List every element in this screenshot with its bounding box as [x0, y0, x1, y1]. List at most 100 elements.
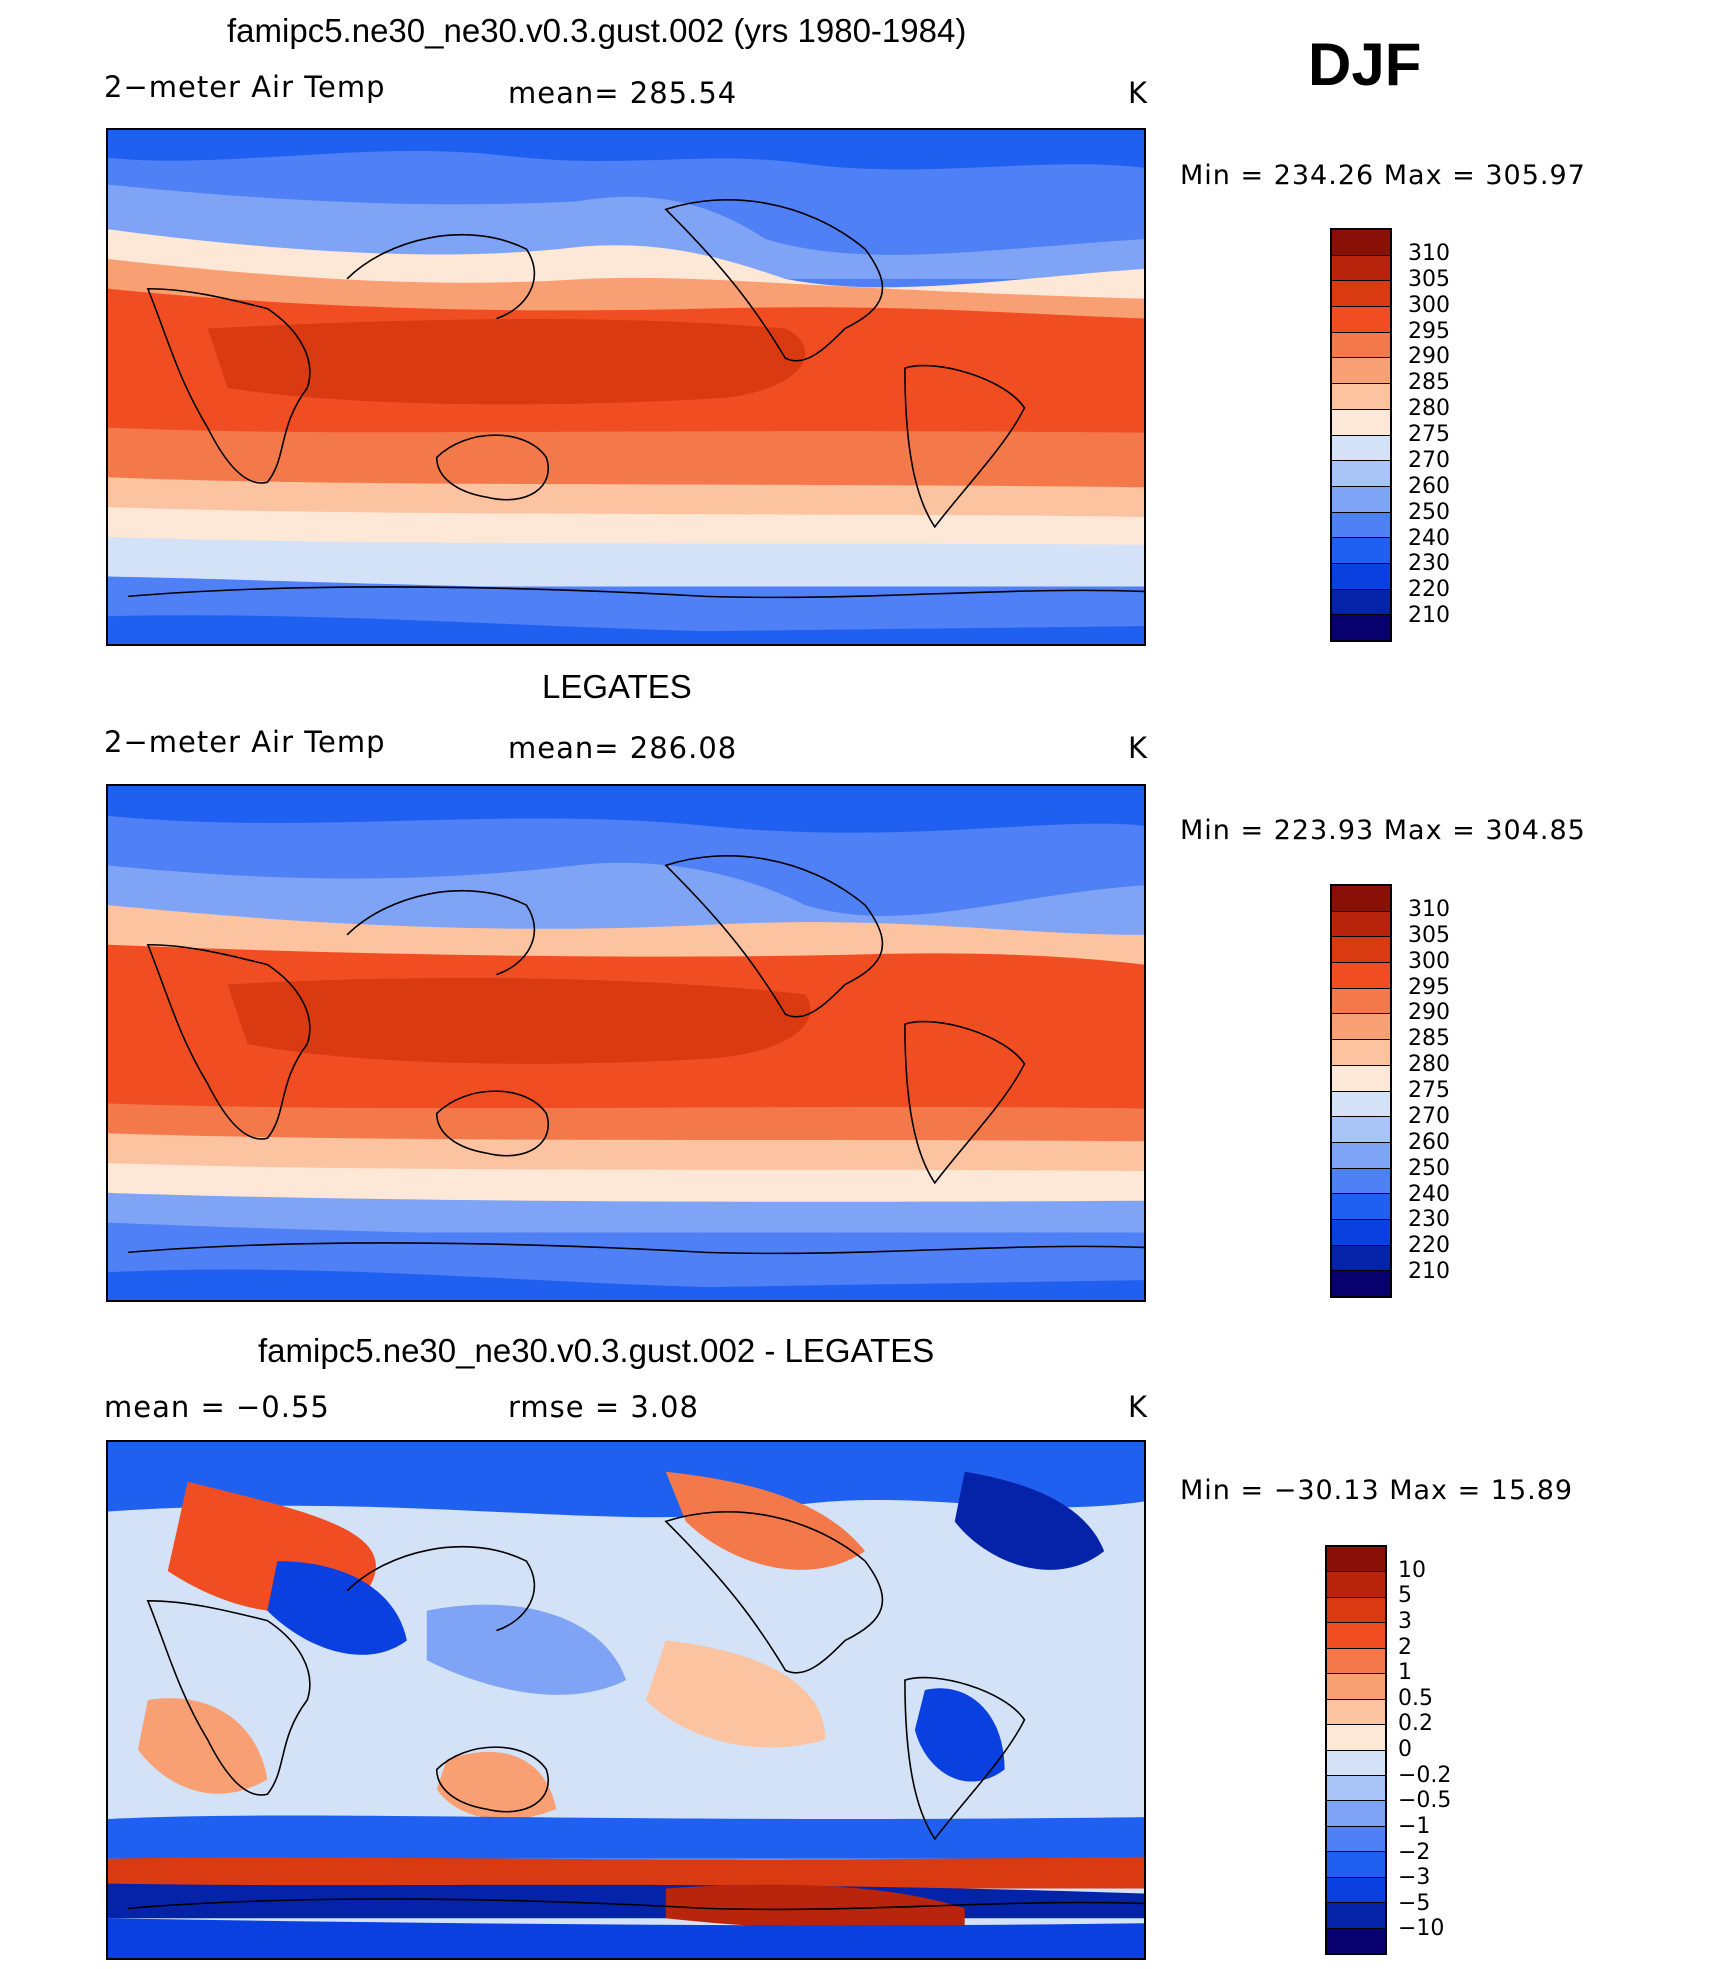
panel-2-colorbar [1330, 884, 1392, 1298]
colorbar-tick-label: 305 [1408, 922, 1450, 948]
colorbar-tick-label: 290 [1408, 344, 1450, 370]
colorbar-tick-label: 1 [1398, 1660, 1412, 1686]
colorbar-tick-label: 220 [1408, 577, 1450, 603]
colorbar-tick-label: 310 [1408, 240, 1450, 266]
colorbar-swatch [1327, 1572, 1385, 1598]
panel-2-variable-label: 2−meter Air Temp [104, 725, 386, 759]
colorbar-swatch [1327, 1623, 1385, 1649]
panel-1-min-max: Min = 234.26 Max = 305.97 [1180, 160, 1586, 191]
panel-3-rmse-label: rmse = 3.08 [508, 1390, 699, 1424]
colorbar-swatch [1332, 563, 1390, 590]
colorbar-tick-label: 240 [1408, 525, 1450, 551]
colorbar-swatch [1332, 358, 1390, 385]
colorbar-swatch [1327, 1648, 1385, 1675]
colorbar-swatch [1332, 963, 1390, 989]
colorbar-tick-label: 310 [1408, 896, 1450, 922]
panel-1-colorbar [1330, 228, 1392, 642]
colorbar-swatch [1332, 538, 1390, 564]
colorbar-swatch [1332, 1245, 1390, 1272]
panel-3-min-max: Min = −30.13 Max = 15.89 [1180, 1475, 1574, 1506]
colorbar-swatch [1332, 230, 1390, 256]
colorbar-swatch [1332, 281, 1390, 308]
panel-2-mean-label: mean= 286.08 [508, 731, 738, 765]
colorbar-tick-label: 3 [1398, 1608, 1412, 1634]
colorbar-swatch [1332, 1065, 1390, 1092]
colorbar-tick-label: 240 [1408, 1181, 1450, 1207]
colorbar-swatch [1332, 332, 1390, 359]
colorbar-tick-label: 270 [1408, 1103, 1450, 1129]
colorbar-swatch [1332, 1194, 1390, 1220]
colorbar-swatch [1332, 886, 1390, 912]
panel-3-colorbar [1325, 1545, 1387, 1955]
colorbar-tick-label: 230 [1408, 551, 1450, 577]
colorbar-tick-label: 230 [1408, 1207, 1450, 1233]
colorbar-swatch [1327, 1750, 1385, 1776]
colorbar-swatch [1332, 255, 1390, 282]
colorbar-swatch [1332, 384, 1390, 410]
colorbar-tick-label: 280 [1408, 1052, 1450, 1078]
colorbar-tick-label: −3 [1398, 1865, 1431, 1891]
colorbar-tick-label: 295 [1408, 974, 1450, 1000]
colorbar-tick-label: −1 [1398, 1813, 1431, 1839]
panel-2-min-max: Min = 223.93 Max = 304.85 [1180, 815, 1586, 846]
colorbar-tick-label: 250 [1408, 499, 1450, 525]
colorbar-swatch [1327, 1725, 1385, 1751]
panel-2-title: LEGATES [542, 668, 692, 705]
colorbar-tick-label: 10 [1398, 1557, 1426, 1583]
colorbar-tick-label: 220 [1408, 1233, 1450, 1259]
colorbar-tick-label: 290 [1408, 1000, 1450, 1026]
colorbar-tick-label: −10 [1398, 1916, 1445, 1942]
colorbar-swatch [1332, 307, 1390, 333]
colorbar-tick-label: 275 [1408, 1078, 1450, 1103]
panel-1-units: K [1128, 76, 1149, 110]
colorbar-swatch [1332, 1040, 1390, 1066]
colorbar-swatch [1332, 409, 1390, 436]
colorbar-tick-label: 210 [1408, 1259, 1450, 1285]
colorbar-tick-label: 285 [1408, 1026, 1450, 1052]
colorbar-swatch [1332, 461, 1390, 487]
panel-1-title: famipc5.ne30_ne30.v0.3.gust.002 (yrs 198… [227, 12, 967, 49]
colorbar-tick-label: 0.5 [1398, 1685, 1433, 1711]
colorbar-swatch [1332, 988, 1390, 1015]
colorbar-swatch [1327, 1775, 1385, 1802]
colorbar-swatch [1327, 1877, 1385, 1904]
colorbar-swatch [1332, 1142, 1390, 1169]
colorbar-tick-label: 270 [1408, 447, 1450, 473]
colorbar-tick-label: 0 [1398, 1737, 1412, 1762]
colorbar-swatch [1332, 615, 1390, 640]
panel-1-map [106, 128, 1146, 646]
colorbar-swatch [1332, 486, 1390, 513]
colorbar-tick-label: 280 [1408, 396, 1450, 422]
colorbar-tick-label: −5 [1398, 1890, 1431, 1916]
panel-2-units: K [1128, 731, 1149, 765]
panel-3-mean-label: mean = −0.55 [104, 1390, 330, 1424]
colorbar-tick-label: 305 [1408, 266, 1450, 292]
colorbar-swatch [1327, 1928, 1385, 1953]
colorbar-swatch [1327, 1826, 1385, 1853]
colorbar-tick-label: −0.2 [1398, 1762, 1452, 1788]
colorbar-swatch [1327, 1903, 1385, 1929]
colorbar-swatch [1327, 1547, 1385, 1573]
colorbar-swatch [1327, 1674, 1385, 1700]
colorbar-swatch [1332, 435, 1390, 462]
colorbar-swatch [1327, 1699, 1385, 1726]
colorbar-swatch [1332, 589, 1390, 616]
colorbar-tick-label: 275 [1408, 422, 1450, 447]
colorbar-swatch [1332, 512, 1390, 539]
colorbar-tick-label: −0.5 [1398, 1788, 1452, 1814]
panel-2-map [106, 784, 1146, 1302]
colorbar-swatch [1332, 1014, 1390, 1041]
colorbar-swatch [1327, 1852, 1385, 1878]
colorbar-tick-label: 295 [1408, 318, 1450, 344]
colorbar-tick-label: 260 [1408, 1129, 1450, 1155]
colorbar-swatch [1332, 1168, 1390, 1195]
colorbar-tick-label: 285 [1408, 370, 1450, 396]
colorbar-tick-label: 300 [1408, 292, 1450, 318]
colorbar-swatch [1332, 1091, 1390, 1118]
colorbar-swatch [1332, 1219, 1390, 1246]
panel-3-map [106, 1440, 1146, 1960]
colorbar-swatch [1332, 1117, 1390, 1143]
colorbar-tick-label: 2 [1398, 1634, 1412, 1660]
colorbar-tick-label: 250 [1408, 1155, 1450, 1181]
colorbar-swatch [1327, 1597, 1385, 1624]
